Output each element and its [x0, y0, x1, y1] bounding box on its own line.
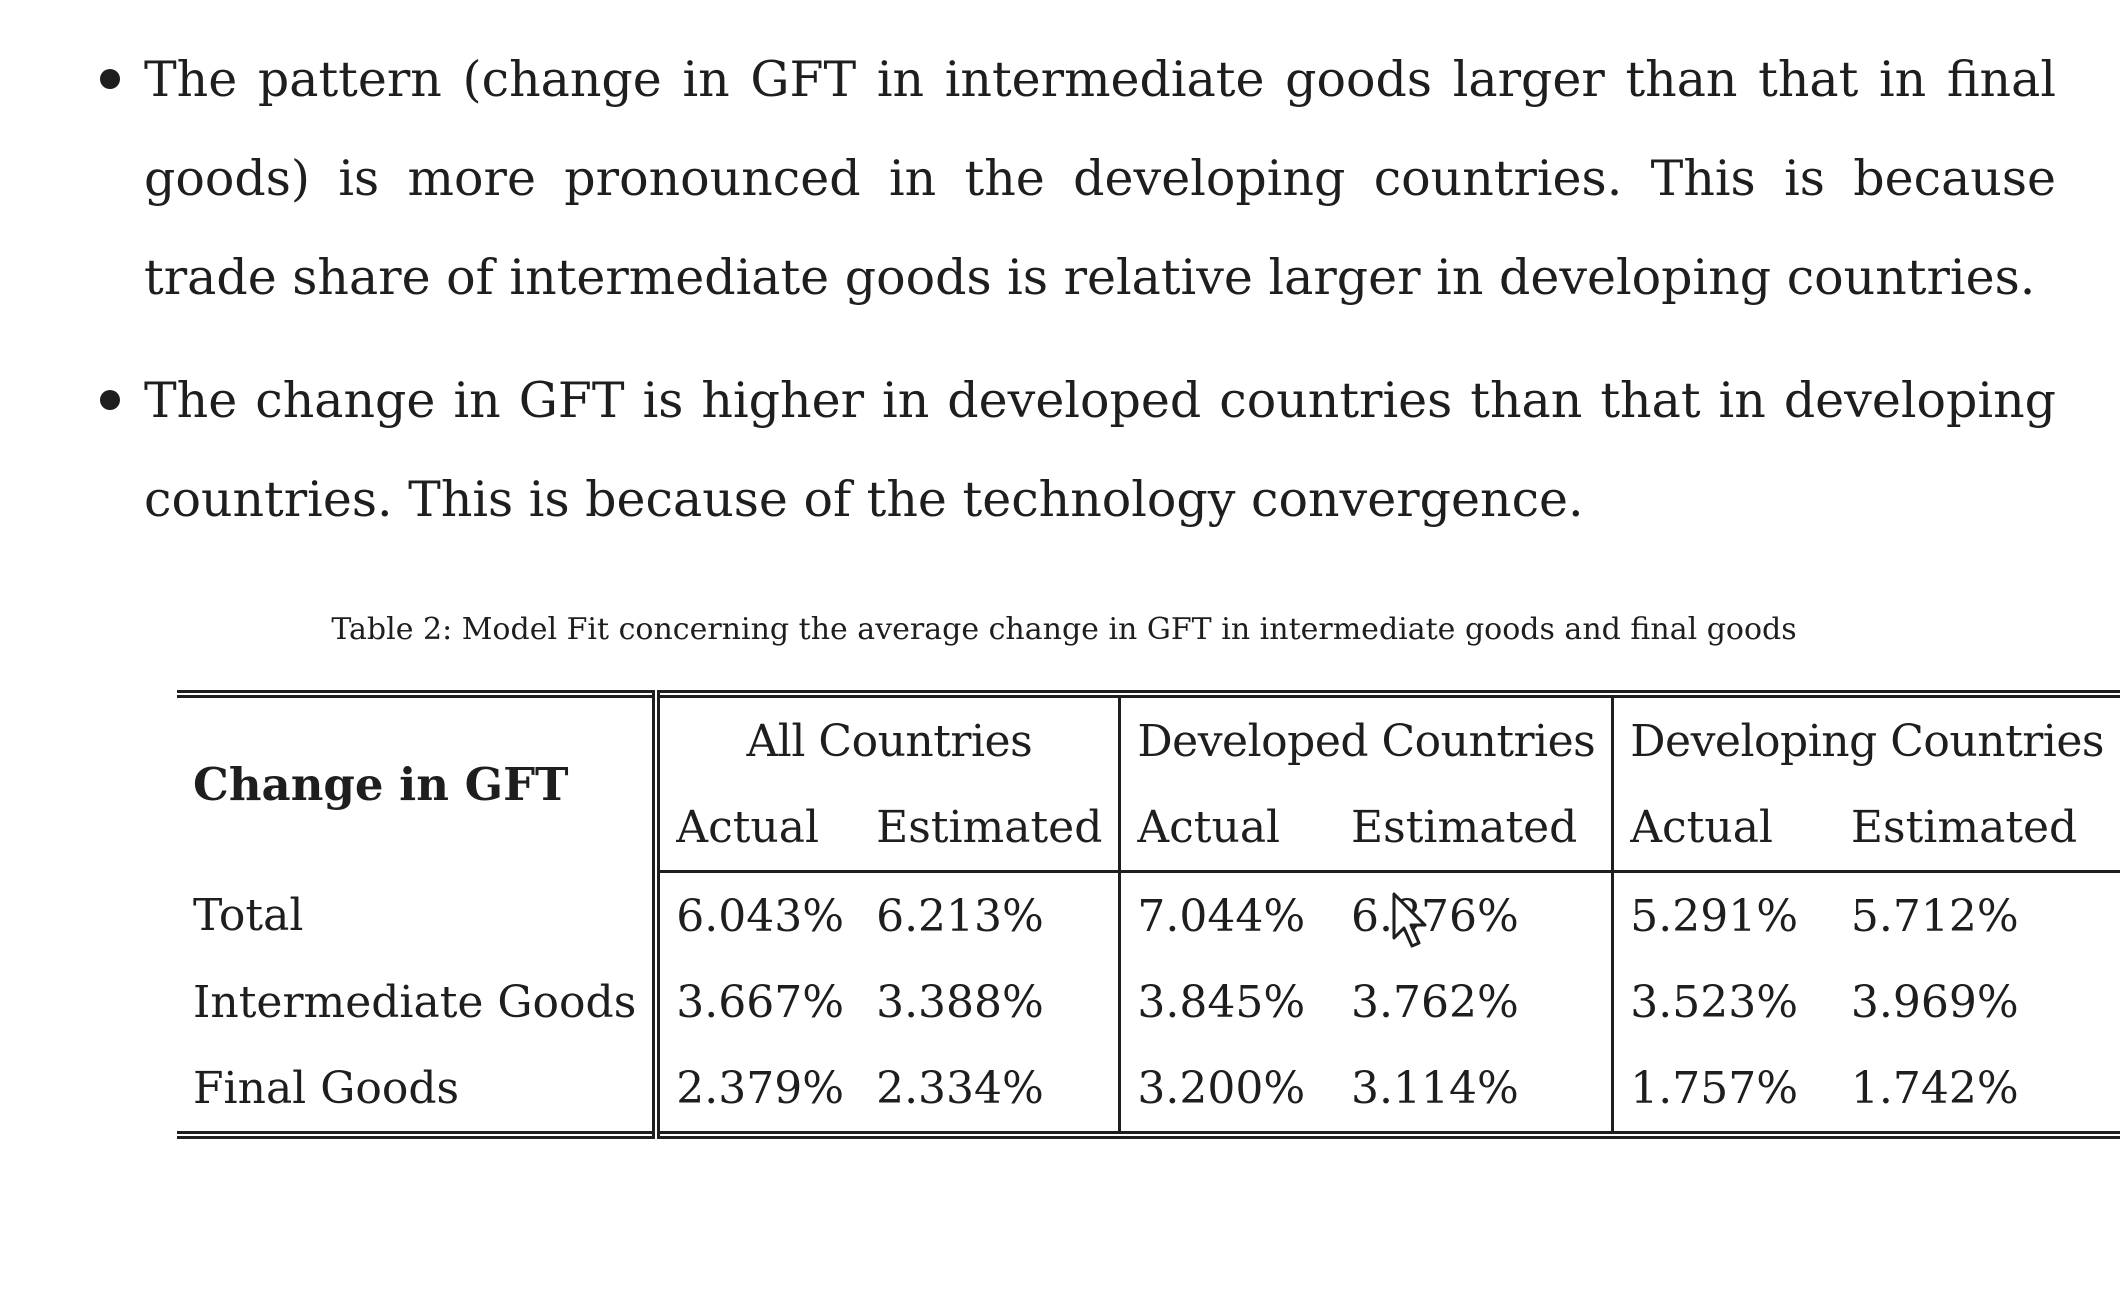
- table-cell: 2.334%: [860, 1045, 1122, 1135]
- group-header-all: All Countries: [656, 694, 1122, 784]
- row-label: Final Goods: [177, 1045, 661, 1135]
- table-row: Total 6.043% 6.213% 7.044% 6.876% 5.291%…: [177, 871, 2120, 959]
- model-fit-table: Change in GFT All Countries Developed Co…: [177, 690, 2120, 1139]
- table-cell: 7.044%: [1137, 890, 1306, 942]
- corner-header: Change in GFT: [177, 694, 661, 872]
- bullet-text: The pattern (change in GFT in intermedia…: [144, 51, 2056, 306]
- table-caption: Table 2: Model Fit concerning the averag…: [331, 612, 1797, 647]
- table-cell: 3.388%: [860, 959, 1122, 1045]
- bullet-item: The pattern (change in GFT in intermedia…: [96, 30, 2056, 327]
- table-cell: 3.667%: [676, 976, 845, 1028]
- table-row: Final Goods 2.379% 2.334% 3.200% 3.114% …: [177, 1045, 2120, 1135]
- table-cell: 3.762%: [1335, 959, 1615, 1045]
- row-label: Intermediate Goods: [177, 959, 661, 1045]
- bullet-list: The pattern (change in GFT in intermedia…: [96, 30, 2056, 573]
- table-cell: 2.379%: [676, 1062, 845, 1114]
- sub-header-actual: Actual: [1612, 784, 1835, 873]
- table-cell: 1.757%: [1630, 1062, 1799, 1114]
- group-header-row: Change in GFT All Countries Developed Co…: [177, 694, 2120, 872]
- sub-header-estimated: Estimated: [1335, 784, 1615, 873]
- table-cell: 1.742%: [1850, 1062, 2019, 1114]
- sub-header-estimated: Estimated: [860, 784, 1122, 873]
- table-cell: 5.712%: [1850, 890, 2019, 942]
- bullet-dot-icon: [100, 390, 120, 410]
- table-cell: 3.969%: [1850, 976, 2019, 1028]
- table-cell: 3.845%: [1137, 976, 1306, 1028]
- sub-header-estimated: Estimated: [1834, 784, 2120, 873]
- bullet-text: The change in GFT is higher in developed…: [144, 372, 2056, 528]
- group-header-developed: Developed Countries: [1119, 694, 1615, 784]
- sub-header-row: Actual Estimated Actual Estimated Actual…: [177, 784, 2120, 873]
- table-cell: 5.291%: [1630, 890, 1799, 942]
- table-row: Intermediate Goods 3.667% 3.388% 3.845% …: [177, 959, 2120, 1045]
- table-cell: 6.876%: [1335, 871, 1615, 959]
- table-cell: 3.523%: [1630, 976, 1799, 1028]
- group-header-developing: Developing Countries: [1630, 715, 2104, 767]
- table-cell: 3.114%: [1335, 1045, 1615, 1135]
- sub-header-actual: Actual: [1119, 784, 1336, 873]
- table-cell: 6.043%: [676, 890, 845, 942]
- table-cell: 3.200%: [1137, 1062, 1306, 1114]
- mouse-pointer-icon: [1392, 892, 1427, 948]
- row-label: Total: [177, 871, 661, 959]
- bullet-item: The change in GFT is higher in developed…: [96, 351, 2056, 549]
- bullet-dot-icon: [100, 69, 120, 89]
- table-cell: 6.213%: [860, 871, 1122, 959]
- sub-header-actual: Actual: [656, 784, 861, 873]
